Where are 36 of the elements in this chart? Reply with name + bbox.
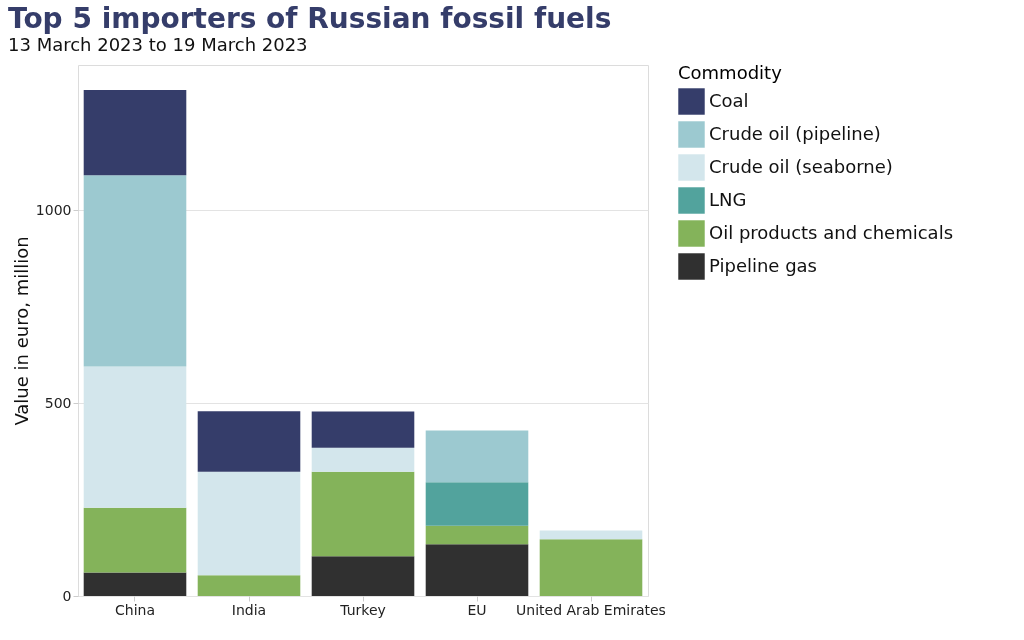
x-tick-label: Turkey — [339, 601, 386, 618]
bar — [83, 175, 187, 367]
bar — [425, 544, 529, 596]
bar — [197, 575, 301, 596]
legend-label: Oil products and chemicals — [709, 221, 954, 243]
bar — [83, 90, 187, 176]
bar — [311, 447, 415, 472]
x-tick-label: United Arab Emirates — [516, 601, 666, 618]
legend-label: Coal — [709, 89, 749, 111]
legend-label: Pipeline gas — [709, 254, 817, 276]
bar — [83, 572, 187, 596]
bar — [311, 411, 415, 448]
bar — [425, 482, 529, 526]
bar — [311, 471, 415, 557]
bar — [425, 430, 529, 483]
y-tick-label: 500 — [44, 394, 72, 411]
legend-label: LNG — [709, 188, 747, 210]
legend-title: Commodity — [678, 62, 783, 83]
bar — [311, 556, 415, 596]
x-tick-label: China — [115, 601, 155, 618]
chart-title: Top 5 importers of Russian fossil fuels — [8, 2, 612, 35]
bar — [197, 471, 301, 576]
bar — [425, 525, 529, 545]
legend-label: Crude oil (pipeline) — [709, 122, 881, 144]
y-axis-title: Value in euro, million — [10, 236, 32, 426]
bar — [83, 507, 187, 573]
y-tick-label: 1000 — [35, 201, 72, 218]
bar — [83, 366, 187, 508]
bar — [539, 539, 643, 596]
bar — [539, 530, 643, 540]
y-tick-label: 0 — [62, 587, 72, 604]
x-tick-label: India — [231, 601, 267, 618]
x-tick-label: EU — [467, 601, 487, 618]
chart-subtitle: 13 March 2023 to 19 March 2023 — [8, 34, 308, 55]
bar — [197, 411, 301, 472]
legend-label: Crude oil (seaborne) — [709, 155, 893, 177]
